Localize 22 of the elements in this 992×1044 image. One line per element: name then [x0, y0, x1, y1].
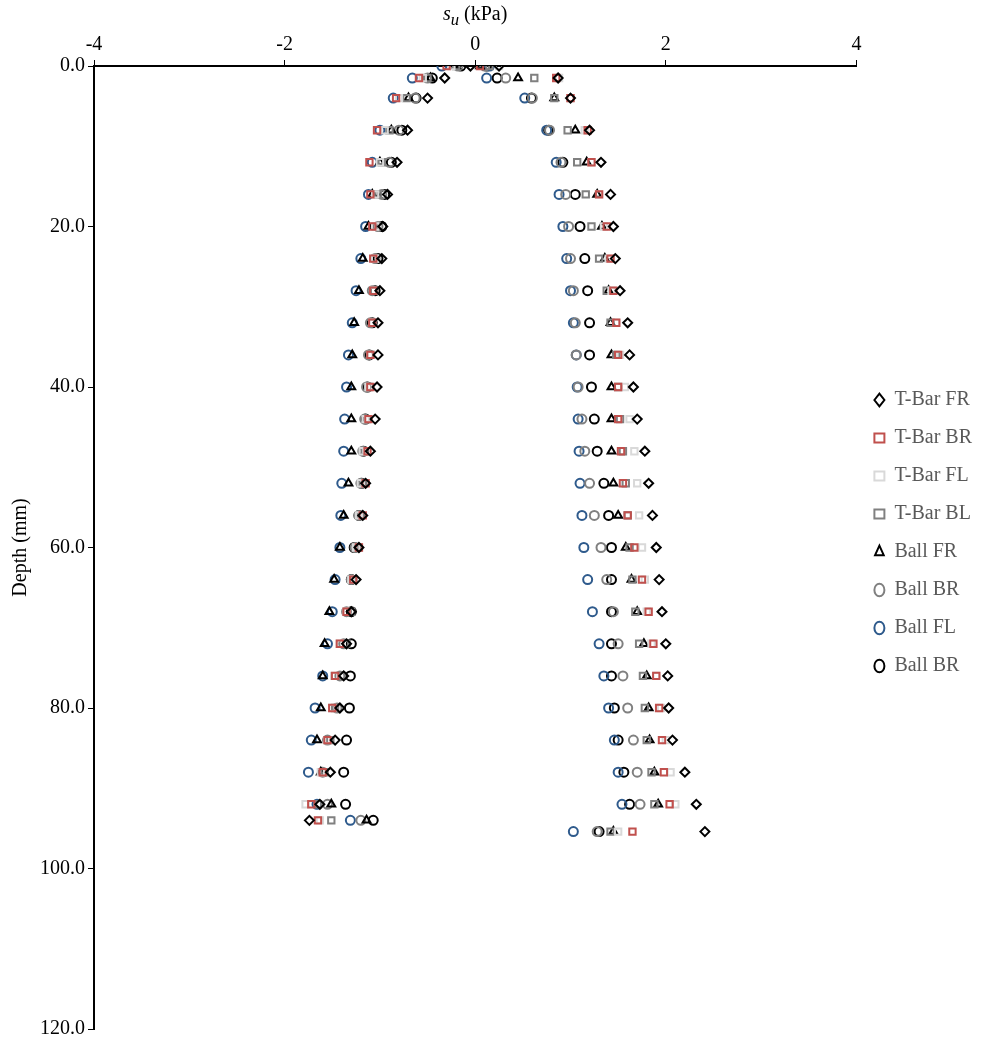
x-tick-label: -2 [276, 32, 293, 55]
y-tick-label: 60.0 [50, 534, 85, 557]
legend-label: T-Bar BR [894, 425, 973, 448]
y-tick-label: 0.0 [60, 53, 85, 76]
x-axis-title: s$_{u}$ (kPa) [442, 2, 508, 30]
legend-label: Ball FR [894, 539, 958, 562]
legend-label: T-Bar FR [894, 387, 971, 410]
y-tick-label: 100.0 [40, 855, 85, 878]
y-axis-title: Depth (mm) [8, 498, 32, 597]
y-tick-label: 40.0 [50, 374, 85, 397]
x-tick-label: -4 [85, 32, 103, 55]
legend-label: T-Bar BL [894, 501, 971, 524]
x-tick-label: 2 [660, 32, 671, 55]
legend-label: Ball BR [894, 577, 961, 600]
x-tick-label: 0 [470, 32, 481, 55]
legend-label: Ball FL [894, 615, 957, 638]
y-tick-label: 120.0 [40, 1016, 85, 1039]
legend-label: T-Bar FL [894, 463, 969, 486]
y-tick-label: 80.0 [50, 695, 85, 718]
legend-label: Ball BR [894, 653, 961, 676]
x-tick-label: 4 [851, 32, 862, 55]
y-tick-label: 20.0 [50, 213, 85, 236]
